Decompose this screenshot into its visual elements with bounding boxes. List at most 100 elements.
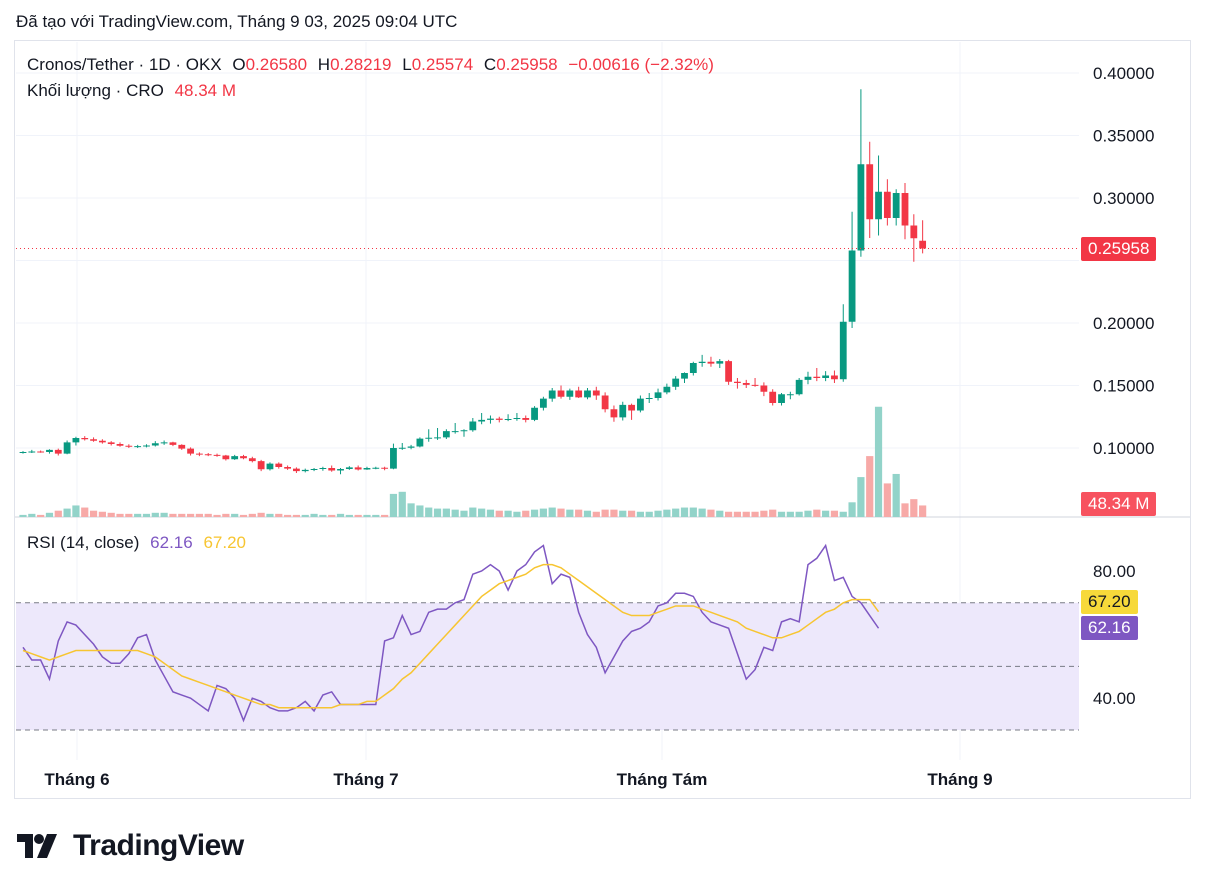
volume-label[interactable]: Khối lượng · CRO <box>27 81 164 100</box>
axes: 0.40000 0.35000 0.30000 0.20000 0.15000 0.100… <box>44 64 1154 789</box>
volume-bar <box>372 514 380 517</box>
change-value: −0.00616 (−2.32%) <box>568 55 714 74</box>
candle-body <box>734 381 741 383</box>
candle-body <box>354 467 362 470</box>
volume-bar <box>627 510 636 517</box>
volume-bar <box>919 505 927 517</box>
candle-body <box>213 454 221 456</box>
candle-body <box>601 395 609 410</box>
volume-bars <box>19 406 927 517</box>
rsi-ma-line <box>22 563 880 709</box>
symbol[interactable]: Cronos/Tether · 1D · OKX <box>27 55 222 74</box>
main-legend: Cronos/Tether · 1D · OKX O0.26580 H0.282… <box>27 55 714 75</box>
candle-body <box>187 448 194 454</box>
volume-bar <box>725 511 733 517</box>
candle-body <box>416 438 424 447</box>
o-value: 0.26580 <box>245 55 308 74</box>
candle-body <box>98 440 106 443</box>
volume-bar <box>239 514 248 517</box>
volume-bar <box>54 510 62 517</box>
volume-bar <box>248 513 256 517</box>
candle-body <box>257 461 265 470</box>
volume-bar <box>883 483 891 517</box>
candle-body <box>37 451 45 453</box>
volume-bar <box>451 509 459 517</box>
volume-bar <box>839 511 847 517</box>
volume-bar <box>813 509 821 517</box>
candle-body <box>240 456 247 459</box>
candle-body <box>143 445 150 447</box>
candle-body <box>848 250 856 322</box>
volume-bar <box>601 509 609 517</box>
volume-bar <box>557 508 565 517</box>
volume-bar <box>742 511 750 517</box>
candle-body <box>910 225 918 239</box>
volume-bar <box>707 509 715 517</box>
candle-body <box>151 443 159 446</box>
volume-bar <box>213 514 221 517</box>
rsi-tick-label: 80.00 <box>1093 562 1136 581</box>
candle-body <box>81 438 89 440</box>
volume-bar <box>389 493 398 517</box>
volume-bar <box>795 511 803 517</box>
candle-body <box>663 386 671 393</box>
volume-bar <box>195 513 203 517</box>
volume-bar <box>336 513 345 517</box>
candle-body <box>786 394 794 396</box>
candle-body <box>381 467 389 469</box>
tradingview-logo-icon <box>17 834 57 858</box>
candle-body <box>707 361 715 364</box>
volume-bar <box>81 507 89 517</box>
rsi-lines <box>22 543 880 723</box>
volume-bar <box>786 511 794 517</box>
volume-bar <box>266 513 274 517</box>
volume-bar <box>680 507 689 517</box>
volume-bar <box>310 513 318 517</box>
volume-bar <box>134 513 142 517</box>
volume-bar <box>204 513 212 517</box>
candle-body <box>390 448 397 469</box>
brand-name: TradingView <box>73 829 244 862</box>
volume-bar <box>522 510 530 517</box>
volume-bar <box>257 512 265 517</box>
candle-body <box>628 404 635 411</box>
candle-body <box>769 391 777 403</box>
candle-body <box>584 390 591 398</box>
candle-body <box>866 164 874 220</box>
volume-bar <box>45 512 54 517</box>
candle-body <box>654 392 662 398</box>
volume-bar <box>319 514 327 517</box>
candle-body <box>266 463 274 470</box>
volume-bar <box>231 513 239 517</box>
rsi-line <box>22 543 880 723</box>
x-tick-label: Tháng 6 <box>44 770 109 789</box>
candle-body <box>107 442 115 444</box>
h-label: H <box>317 55 331 74</box>
volume-bar <box>892 473 900 517</box>
volume-bar <box>328 514 336 517</box>
candle-body <box>345 467 353 469</box>
volume-bar <box>822 510 830 517</box>
price-tick-label: 0.15000 <box>1093 377 1154 396</box>
volume-bar <box>583 510 592 517</box>
volume-bar <box>716 510 724 517</box>
volume-bar <box>777 511 786 517</box>
tradingview-logo[interactable]: TradingView <box>17 826 244 866</box>
candle-body <box>301 469 309 472</box>
candle-body <box>566 390 574 397</box>
volume-bar <box>37 514 45 517</box>
rsi-label[interactable]: RSI (14, close) <box>27 533 140 552</box>
candle-body <box>592 390 600 396</box>
volume-bar <box>151 512 159 517</box>
c-value: 0.25958 <box>496 55 558 74</box>
candle-body <box>804 376 812 380</box>
volume-bar <box>901 503 909 517</box>
volume-bar <box>178 513 186 517</box>
volume-bar <box>663 509 671 517</box>
candle-body <box>875 191 882 220</box>
volume-bar <box>116 513 124 517</box>
candle-body <box>742 383 750 385</box>
volume-value: 48.34 M <box>174 81 237 100</box>
l-label: L <box>402 55 412 74</box>
